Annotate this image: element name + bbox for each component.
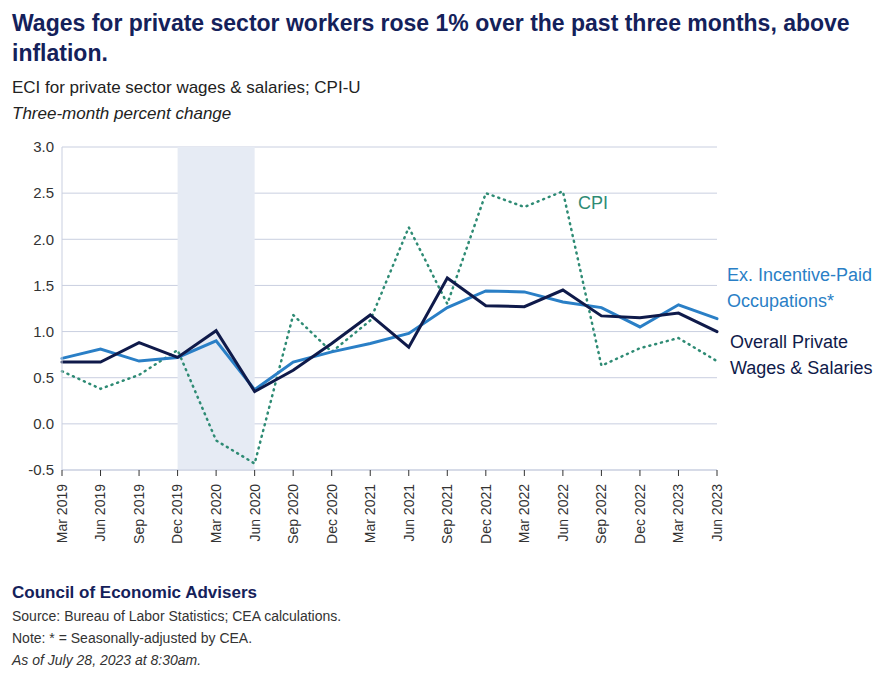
- svg-text:Jun 2019: Jun 2019: [92, 484, 108, 542]
- svg-text:0.5: 0.5: [33, 369, 54, 386]
- html-text:Ex. Incentive-Paid Occupations: Ex. Incentive-Paid Occupations*: [727, 265, 873, 311]
- html-text:CPI: CPI: [578, 193, 608, 213]
- svg-text:Mar 2021: Mar 2021: [362, 484, 378, 543]
- svg-text:Dec 2019: Dec 2019: [169, 484, 185, 544]
- svg-text:Sep 2021: Sep 2021: [439, 484, 455, 544]
- html-text:Note: * = Seasonally-adjusted: Note: * = Seasonally-adjusted by CEA.: [12, 630, 253, 646]
- html-text:ECI for private sector wages &: ECI for private sector wages & salaries;…: [12, 78, 361, 97]
- svg-text:Mar 2023: Mar 2023: [670, 484, 686, 543]
- html-text:As of July 28, 2023 at 8:30am.: As of July 28, 2023 at 8:30am.: [12, 652, 202, 668]
- svg-text:Sep 2022: Sep 2022: [593, 484, 609, 544]
- html-text:Overall Private Wages & Salari: Overall Private Wages & Salaries: [730, 332, 873, 378]
- svg-text:2.5: 2.5: [33, 184, 54, 201]
- svg-text:Jun 2021: Jun 2021: [401, 484, 417, 542]
- svg-text:0.0: 0.0: [33, 415, 54, 432]
- html-text:Source: Bureau of Labor Statis: Source: Bureau of Labor Statistics; CEA …: [12, 608, 342, 624]
- svg-text:1.0: 1.0: [33, 323, 54, 340]
- svg-text:3.0: 3.0: [33, 138, 54, 155]
- svg-text:Sep 2019: Sep 2019: [131, 484, 147, 544]
- svg-text:Mar 2020: Mar 2020: [208, 484, 224, 543]
- html-text:Wages for private sector worke: Wages for private sector workers rose 1%…: [12, 10, 850, 66]
- html-text:Council of Economic Advisers: Council of Economic Advisers: [12, 583, 257, 602]
- html-text:Three-month percent change: Three-month percent change: [12, 104, 232, 123]
- svg-text:Jun 2020: Jun 2020: [247, 484, 263, 542]
- svg-text:1.5: 1.5: [33, 277, 54, 294]
- svg-text:Jun 2022: Jun 2022: [555, 484, 571, 542]
- svg-text:Mar 2019: Mar 2019: [54, 484, 70, 543]
- svg-text:Dec 2022: Dec 2022: [632, 484, 648, 544]
- svg-text:Mar 2022: Mar 2022: [516, 484, 532, 543]
- svg-text:Sep 2020: Sep 2020: [285, 484, 301, 544]
- svg-text:Dec 2021: Dec 2021: [478, 484, 494, 544]
- svg-text:-0.5: -0.5: [28, 461, 54, 478]
- svg-text:2.0: 2.0: [33, 231, 54, 248]
- svg-text:Jun 2023: Jun 2023: [709, 484, 725, 542]
- svg-text:Dec 2020: Dec 2020: [324, 484, 340, 544]
